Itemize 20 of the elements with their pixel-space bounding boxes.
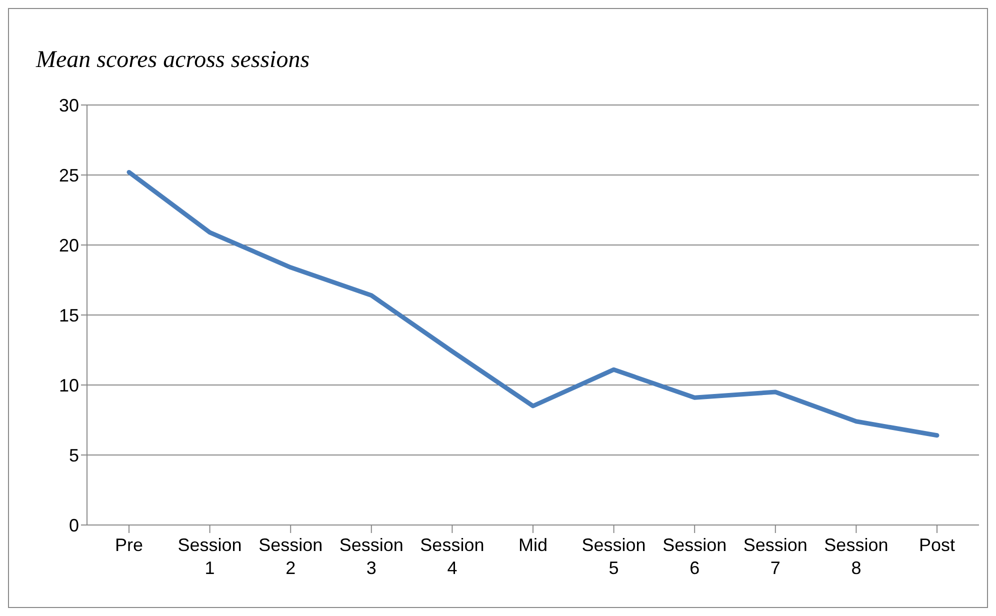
x-tick-label: Session 7	[743, 535, 808, 578]
y-tick-label: 0	[68, 515, 79, 536]
x-tick-label: Post	[918, 535, 956, 555]
x-tick-label: Session 3	[339, 535, 404, 578]
line-series	[126, 170, 940, 438]
x-tick-label: Session 1	[178, 535, 242, 578]
x-tick-label: Session 5	[582, 535, 646, 578]
y-tick-label: 10	[58, 375, 79, 396]
x-tick-label: Session 4	[420, 535, 484, 578]
y-tick-label: 30	[58, 95, 79, 116]
x-tick-label: Session 2	[258, 535, 323, 578]
x-tick-label: Session 8	[824, 535, 888, 578]
y-tick-label: 15	[58, 305, 79, 326]
x-tick-label: Pre	[114, 535, 144, 555]
y-tick-label: 20	[58, 235, 79, 256]
y-tick-label: 5	[68, 445, 79, 466]
chart-title: Mean scores across sessions	[36, 47, 310, 74]
x-tick-label: Mid	[518, 535, 548, 555]
y-tick-label: 25	[58, 165, 79, 186]
x-tick-label: Session 6	[662, 535, 727, 578]
